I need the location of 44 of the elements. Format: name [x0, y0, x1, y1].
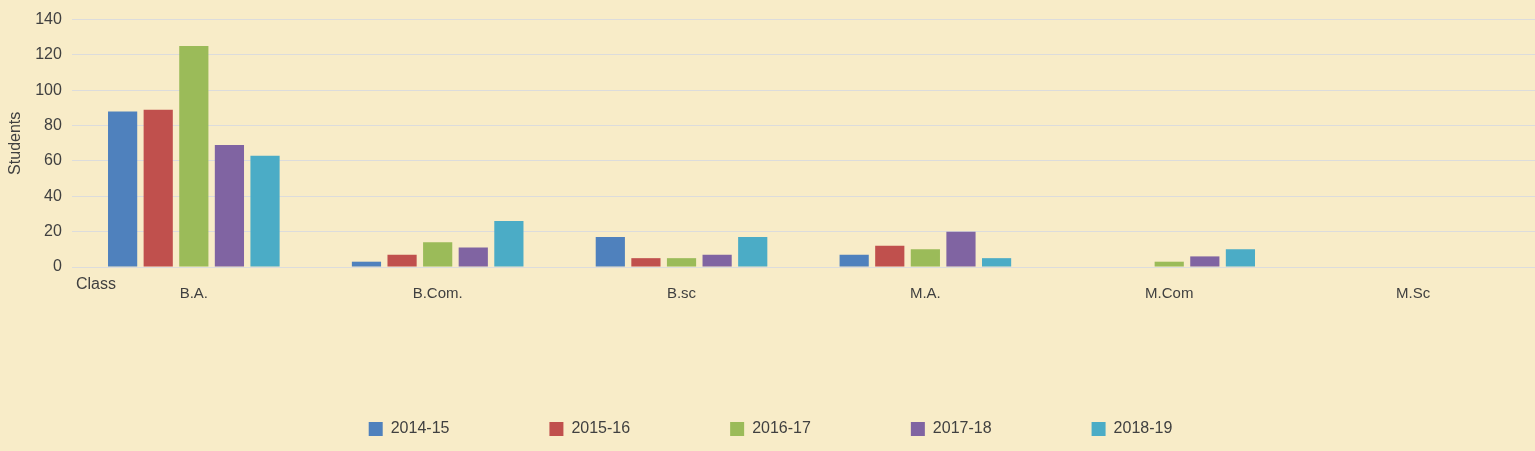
x-tick-label: B.Com. [412, 284, 463, 302]
legend-label: 2015-16 [571, 419, 631, 437]
bar [631, 258, 661, 267]
bar [387, 254, 417, 267]
bar [1225, 249, 1256, 267]
bar [1190, 256, 1220, 267]
y-tick-label: 140 [35, 10, 62, 28]
bar [738, 236, 768, 267]
bar [351, 261, 382, 267]
bar [981, 258, 1012, 267]
bar [666, 258, 697, 267]
bar [143, 109, 173, 267]
bar [595, 236, 625, 267]
bar [179, 46, 209, 267]
legend-label: 2017-18 [932, 419, 992, 437]
bar [702, 254, 732, 267]
bar [423, 242, 453, 267]
y-tick-label: 0 [52, 257, 62, 275]
x-tick-label: B.sc [666, 284, 697, 302]
x-tick-label: M.Sc [1395, 284, 1431, 302]
legend-label: 2016-17 [752, 419, 811, 437]
y-tick-label: 40 [44, 186, 62, 204]
y-axis-title: Students [6, 111, 24, 175]
bar [250, 155, 280, 267]
y-tick-label: 100 [35, 80, 62, 98]
bar [108, 111, 138, 267]
x-tick-label: B.A. [179, 284, 208, 302]
bar [458, 247, 488, 267]
bar [910, 249, 940, 267]
x-tick-label: M.A. [909, 284, 941, 302]
x-tick-label: M.Com [1145, 284, 1194, 302]
y-tick-label: 120 [35, 45, 62, 63]
bar [839, 254, 869, 267]
y-tick-label: 60 [44, 151, 62, 169]
legend-label: 2018-19 [1113, 419, 1173, 437]
legend-label: 2014-15 [390, 419, 450, 437]
bar [946, 231, 976, 267]
y-tick-label: 20 [44, 222, 62, 240]
y-tick-label: 80 [44, 116, 62, 134]
bar [214, 145, 245, 267]
bar [494, 221, 524, 267]
bar [875, 245, 905, 267]
bar [1154, 261, 1184, 267]
x-axis-title: Class [75, 275, 116, 293]
